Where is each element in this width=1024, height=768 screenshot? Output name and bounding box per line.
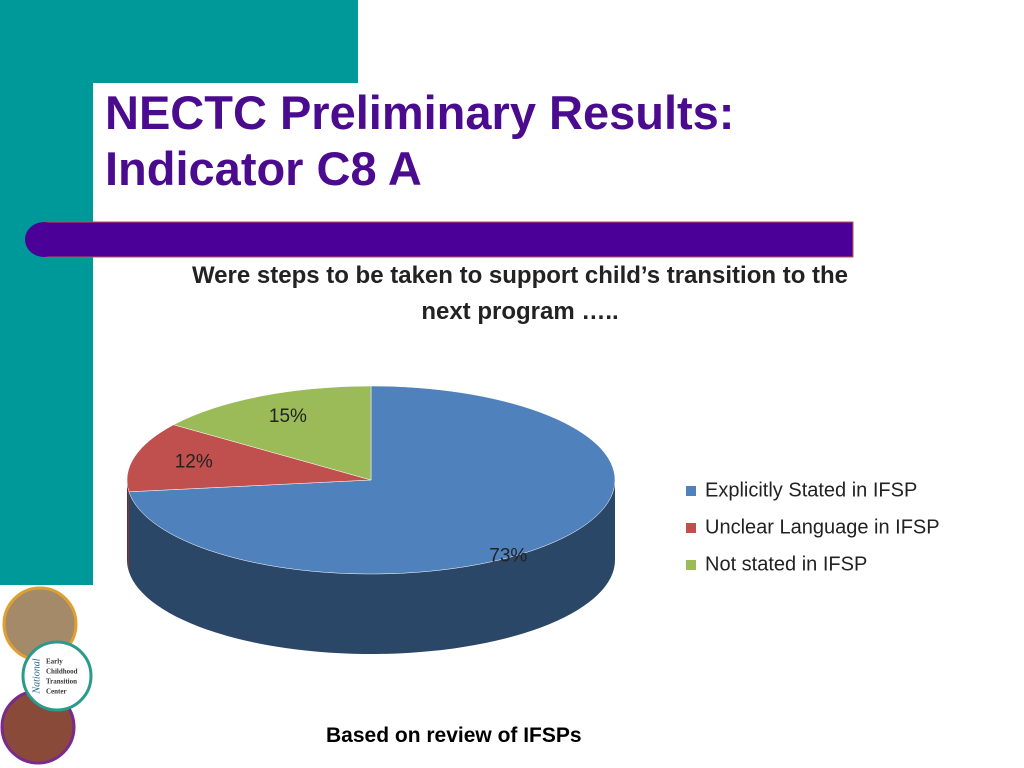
legend-swatch — [686, 560, 696, 570]
pie-slice — [128, 385, 616, 575]
purple-bar-end — [25, 222, 63, 257]
logo-line: Early — [46, 658, 63, 666]
teal-column — [0, 0, 93, 585]
title-line: NECTC Preliminary Results: — [105, 86, 735, 139]
slide-title: NECTC Preliminary Results: Indicator C8 … — [105, 85, 734, 197]
logo-line: Transition — [46, 678, 77, 686]
pie-slice — [172, 385, 372, 481]
pie-side — [128, 480, 615, 654]
data-label: 73% — [489, 546, 527, 567]
logo — [21, 640, 93, 712]
purple-bar — [42, 221, 854, 258]
legend-swatch — [686, 486, 696, 496]
chart-title: Were steps to be taken to support child’… — [191, 262, 849, 325]
legend-label: Not stated in IFSP — [705, 553, 867, 575]
logo-line: Childhood — [46, 668, 78, 676]
legend-label: Explicitly Stated in IFSP — [705, 479, 917, 501]
data-label: 12% — [175, 451, 213, 472]
logo-line: Center — [46, 688, 67, 696]
logo-side: National — [31, 658, 42, 694]
legend-label: Unclear Language in IFSP — [705, 516, 940, 538]
footer: Based on review of IFSPs — [326, 724, 582, 747]
pie-side — [127, 480, 129, 572]
pie-slice — [126, 424, 372, 493]
data-label: 15% — [269, 406, 307, 427]
title-line: Indicator C8 A — [105, 142, 422, 195]
legend-swatch — [686, 523, 696, 533]
